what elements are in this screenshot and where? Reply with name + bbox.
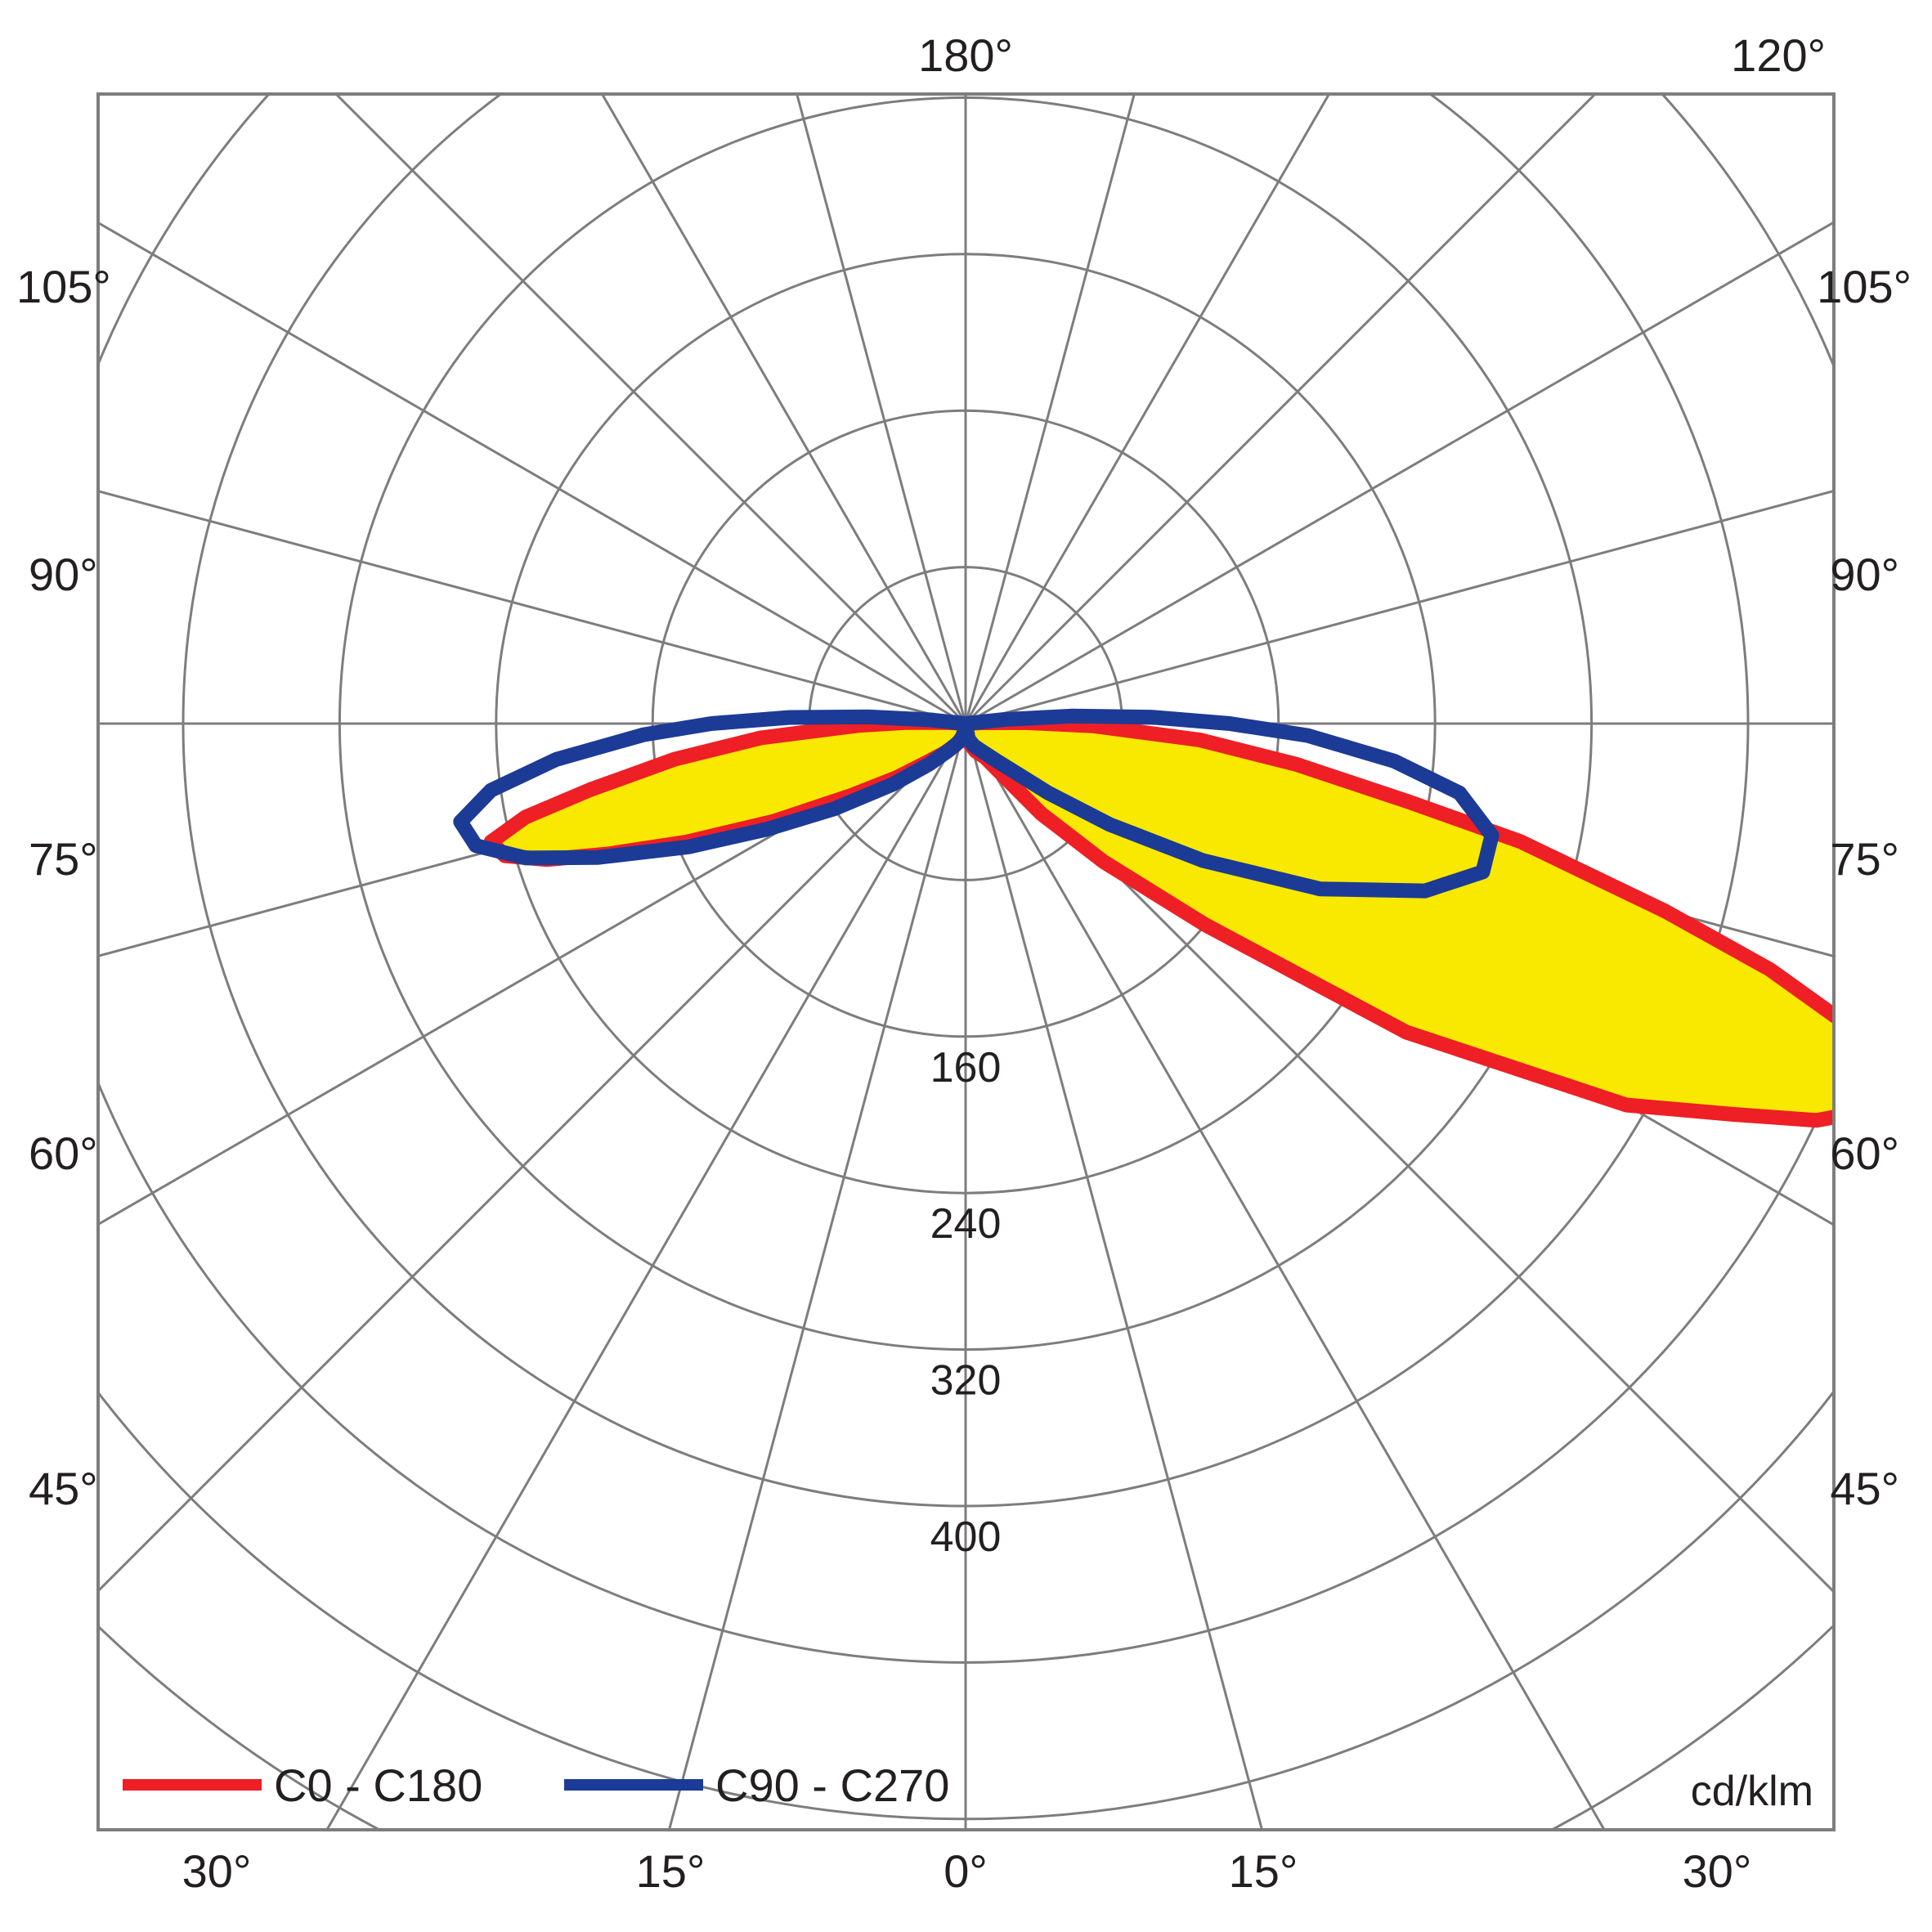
angle-label: 45° xyxy=(1830,1463,1899,1514)
angle-label: 45° xyxy=(29,1463,98,1514)
series-c0-c180 xyxy=(491,723,1879,1121)
angle-label: 0° xyxy=(944,1845,988,1897)
angle-label: 120° xyxy=(1731,29,1826,81)
legend-label-c90: C90 - C270 xyxy=(715,1759,949,1811)
unit-label: cd/klm xyxy=(1691,1768,1813,1815)
legend: C0 - C180 C90 - C270 xyxy=(123,1759,949,1811)
legend-label-c0: C0 - C180 xyxy=(274,1759,482,1811)
angle-label: 30° xyxy=(182,1845,252,1897)
angle-label: 60° xyxy=(29,1127,98,1179)
angle-label: 60° xyxy=(1830,1127,1899,1179)
ring-label: 400 xyxy=(930,1513,1002,1561)
angle-label: 105° xyxy=(1817,261,1912,312)
angle-label: 105° xyxy=(16,261,111,312)
angle-label: 75° xyxy=(1830,833,1899,885)
angle-label: 15° xyxy=(1229,1845,1298,1897)
ring-label: 240 xyxy=(930,1200,1002,1248)
angle-label: 180° xyxy=(918,29,1013,81)
angle-label: 90° xyxy=(1830,549,1899,600)
angle-label: 15° xyxy=(636,1845,706,1897)
angle-label: 30° xyxy=(1683,1845,1752,1897)
chart-series xyxy=(460,716,1879,1121)
ring-label: 160 xyxy=(930,1044,1002,1092)
ring-label: 320 xyxy=(930,1357,1002,1405)
angle-label: 75° xyxy=(29,833,98,885)
angle-label: 90° xyxy=(29,549,98,600)
polar-photometric-chart: 160 240 320 400 180° 120° 105° 105° 90° 90° 75° 75… xyxy=(0,0,1932,1932)
